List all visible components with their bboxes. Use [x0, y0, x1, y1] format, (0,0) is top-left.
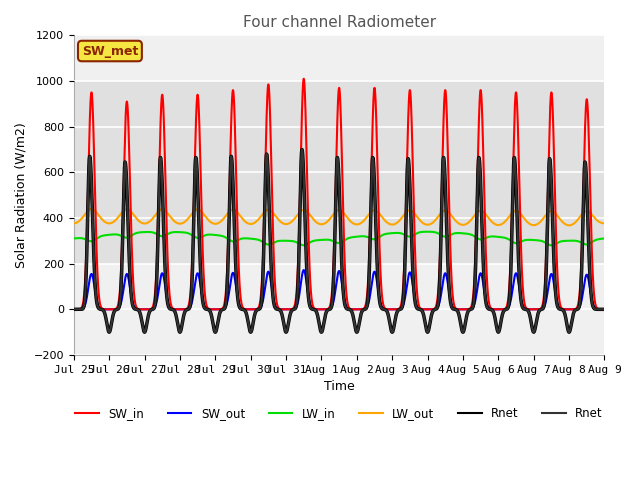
Rnet: [298, 146, 306, 152]
LW_out: [250, 220, 258, 226]
Y-axis label: Solar Radiation (W/m2): Solar Radiation (W/m2): [15, 122, 28, 268]
Rnet: [458, 327, 466, 333]
SW_in: [579, 232, 586, 238]
Rnet: [600, 306, 608, 312]
Rnet: [106, 329, 113, 335]
LW_in: [70, 236, 77, 241]
Text: SW_met: SW_met: [82, 45, 138, 58]
SW_out: [579, 294, 586, 300]
LW_out: [579, 211, 586, 217]
Rnet: [579, 245, 586, 251]
Bar: [74, 81, 604, 264]
Rnet: [250, 314, 258, 320]
Line: SW_in: SW_in: [74, 79, 604, 309]
Line: LW_out: LW_out: [74, 209, 604, 225]
LW_in: [321, 237, 329, 242]
LW_in: [458, 230, 465, 236]
Rnet: [106, 329, 113, 335]
Rnet: [473, 216, 481, 221]
LW_in: [548, 242, 556, 248]
Rnet: [572, 307, 580, 312]
Rnet: [298, 146, 306, 152]
LW_out: [600, 221, 608, 227]
LW_out: [565, 222, 573, 228]
LW_out: [473, 210, 481, 216]
SW_out: [321, 306, 329, 312]
Rnet: [572, 307, 580, 312]
LW_in: [424, 229, 431, 235]
LW_in: [250, 236, 258, 242]
Rnet: [458, 327, 466, 333]
LW_in: [473, 235, 481, 240]
SW_out: [572, 306, 579, 312]
Rnet: [70, 306, 77, 312]
Line: Rnet: Rnet: [74, 149, 604, 332]
SW_out: [70, 306, 77, 312]
SW_in: [458, 306, 465, 312]
LW_out: [572, 219, 580, 225]
Rnet: [600, 306, 608, 312]
Line: SW_out: SW_out: [74, 270, 604, 309]
SW_out: [250, 306, 258, 312]
LW_out: [321, 220, 329, 226]
Rnet: [473, 216, 481, 221]
SW_in: [250, 306, 258, 312]
LW_out: [88, 206, 95, 212]
SW_in: [300, 76, 308, 82]
SW_in: [600, 306, 608, 312]
SW_out: [458, 306, 465, 312]
SW_out: [473, 290, 481, 296]
X-axis label: Time: Time: [324, 380, 355, 393]
SW_out: [600, 306, 608, 312]
Rnet: [250, 314, 258, 320]
LW_out: [458, 222, 465, 228]
Line: LW_in: LW_in: [74, 232, 604, 245]
SW_in: [321, 306, 329, 312]
SW_in: [473, 205, 481, 211]
Legend: SW_in, SW_out, LW_in, LW_out, Rnet, Rnet: SW_in, SW_out, LW_in, LW_out, Rnet, Rnet: [70, 402, 607, 425]
Rnet: [321, 313, 329, 319]
SW_in: [70, 306, 77, 312]
LW_in: [579, 240, 586, 246]
Rnet: [321, 313, 329, 319]
Line: Rnet: Rnet: [74, 149, 604, 332]
Rnet: [70, 306, 77, 312]
LW_out: [70, 221, 77, 227]
LW_in: [600, 236, 608, 241]
Title: Four channel Radiometer: Four channel Radiometer: [243, 15, 436, 30]
SW_out: [300, 267, 308, 273]
Rnet: [579, 245, 586, 251]
SW_in: [572, 306, 579, 312]
LW_in: [572, 238, 580, 244]
